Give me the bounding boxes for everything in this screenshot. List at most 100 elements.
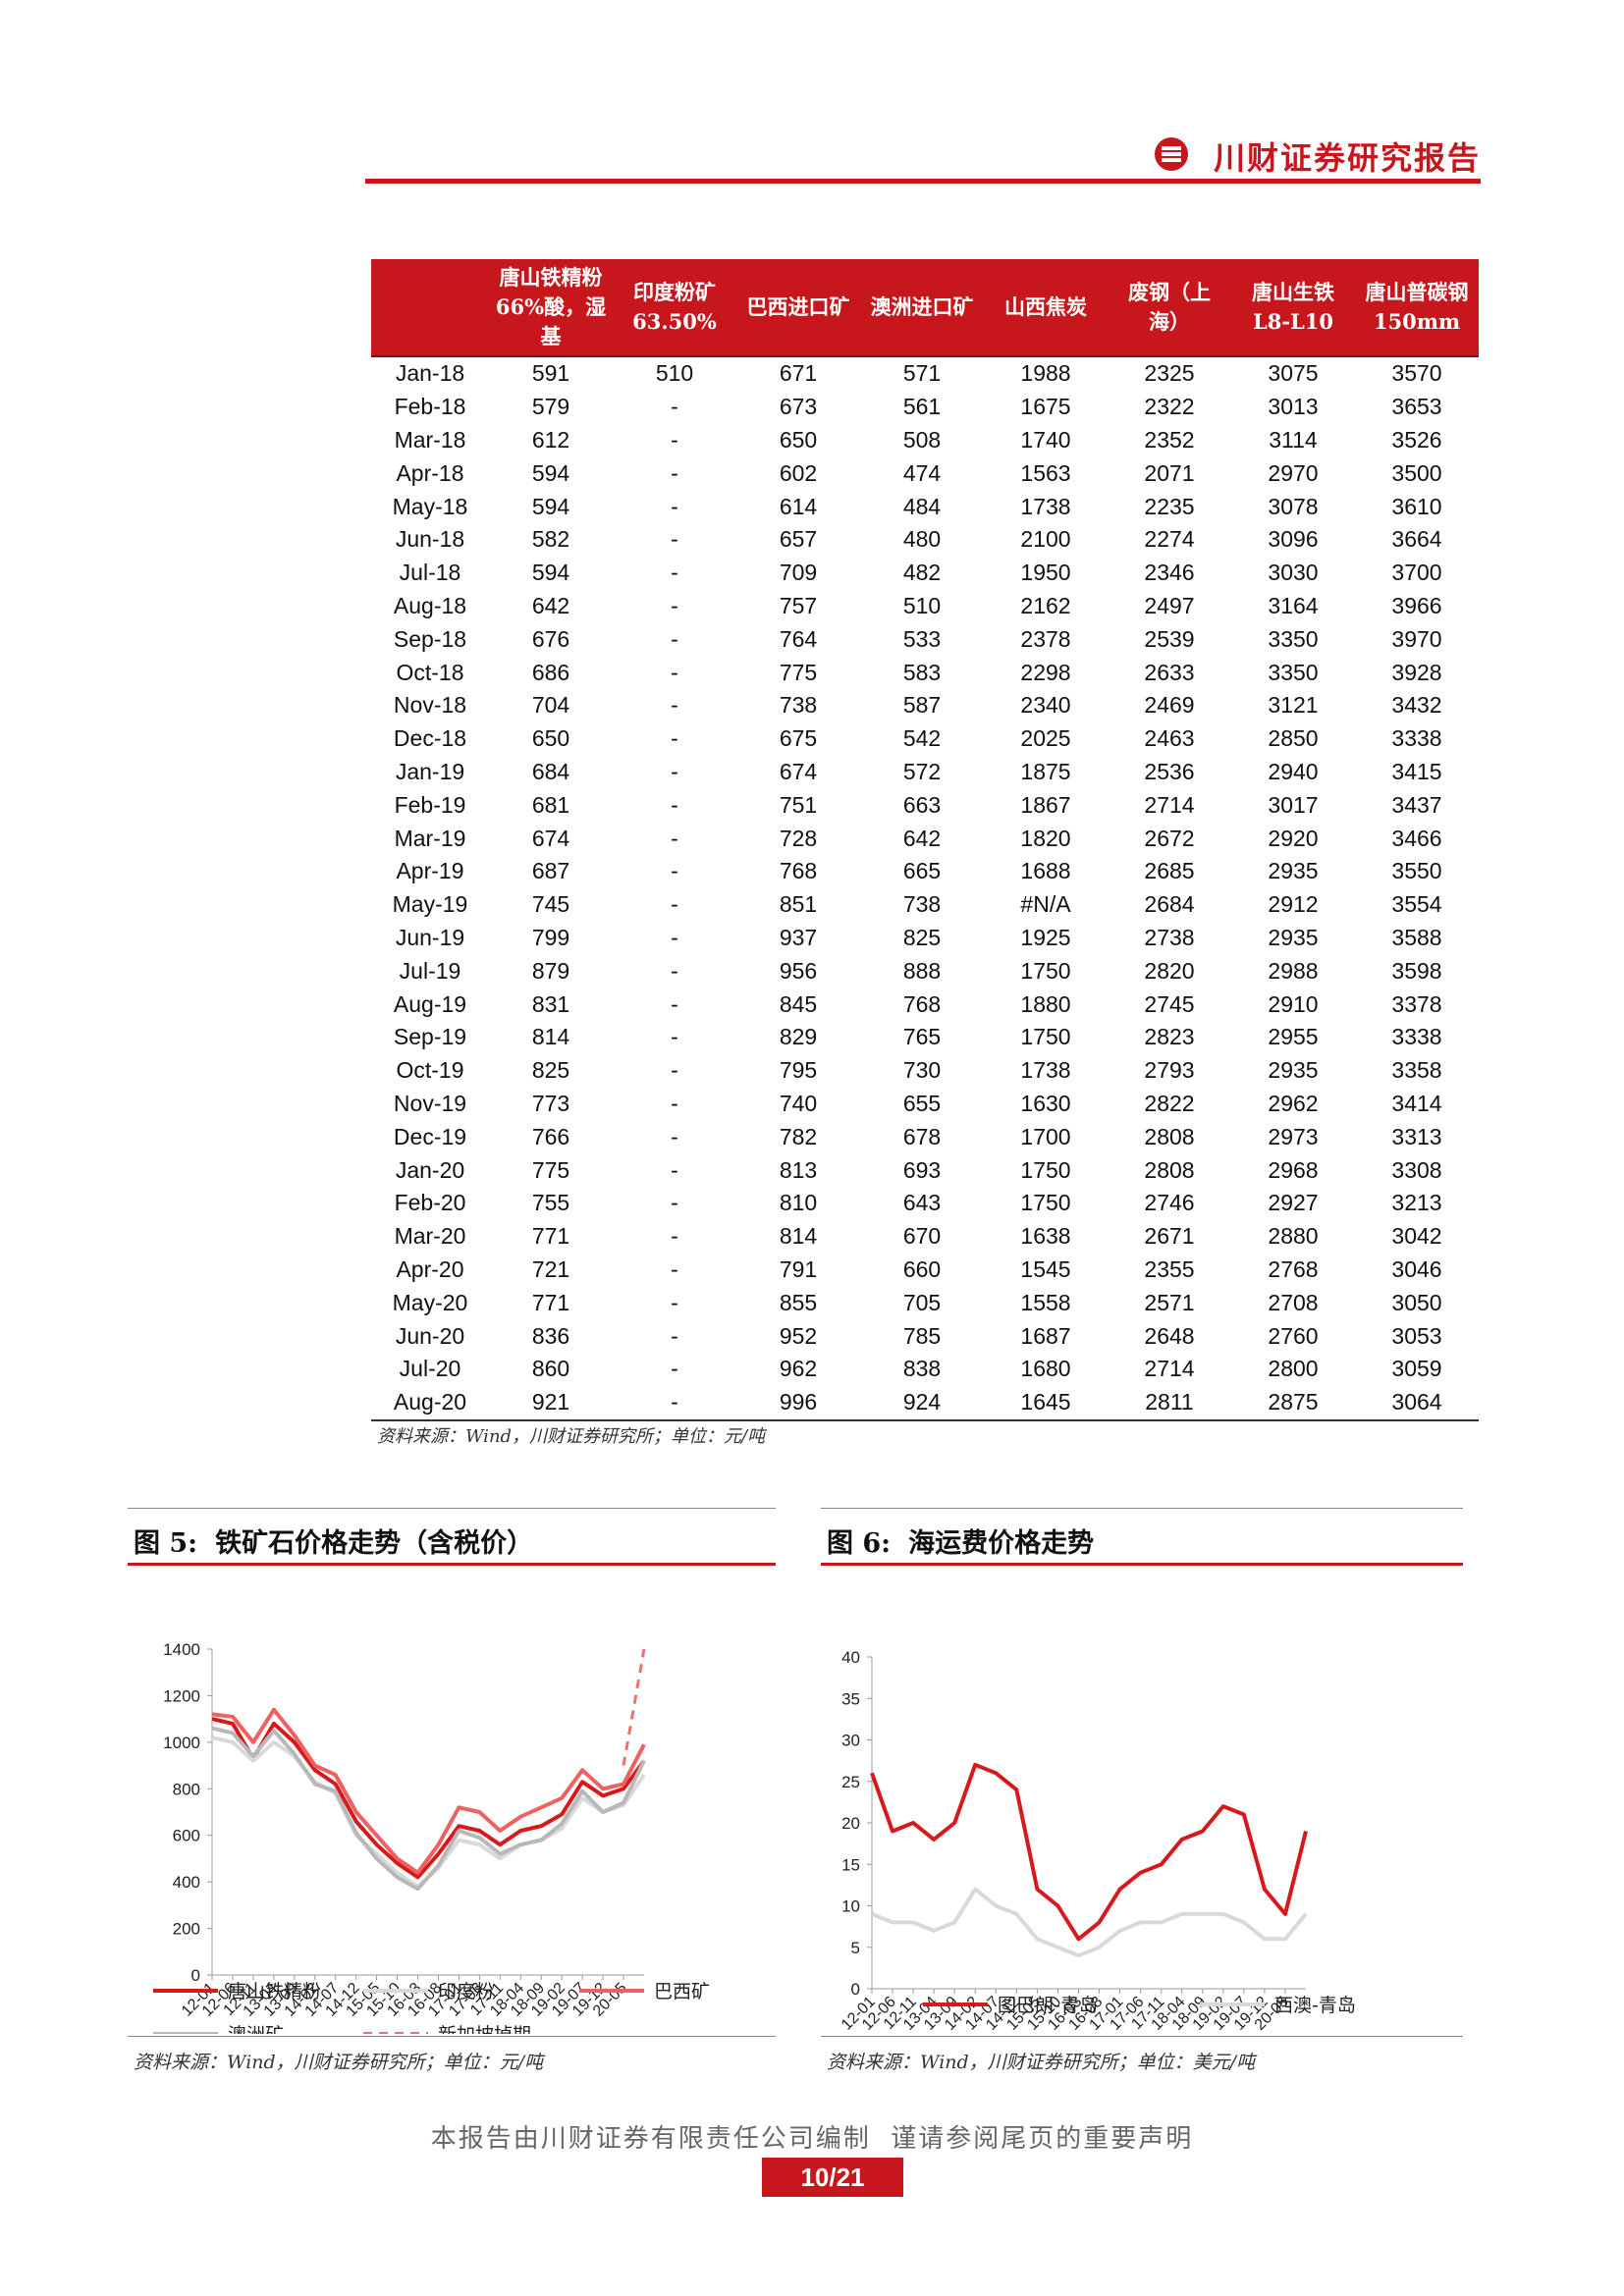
table-cell: - — [671, 526, 678, 553]
table-cell: - — [671, 592, 678, 618]
table-cell: 2352 — [1144, 426, 1195, 453]
figure-bottom-rule — [821, 2036, 1463, 2037]
table-cell: 704 — [531, 692, 570, 719]
table-cell: 2672 — [1144, 825, 1195, 851]
table-cell: 2935 — [1268, 1057, 1319, 1084]
table-cell: 2497 — [1144, 592, 1195, 618]
table-cell: 681 — [531, 791, 570, 818]
table-cell: 996 — [736, 1385, 860, 1421]
table-cell: 1750 — [1020, 1190, 1071, 1216]
table-cell: 952 — [779, 1322, 818, 1349]
row-label-cell: Jan-19 — [395, 758, 465, 784]
table-cell: 782 — [779, 1123, 818, 1149]
table-cell: - — [671, 659, 678, 685]
table-cell: 1645 — [984, 1385, 1108, 1421]
table-cell: 2100 — [1020, 526, 1071, 553]
table-row: Sep-18 676 - 764 533 2378 2539 3350 3970 — [371, 622, 1479, 656]
table-row: Jun-18 582 - 657 480 2100 2274 3096 3664 — [371, 523, 1479, 557]
table-cell: 2880 — [1268, 1223, 1319, 1250]
table-cell: 655 — [902, 1090, 942, 1116]
freight-price-chart: 051015202530354012-0112-0612-1113-0413-0… — [839, 1648, 1356, 2034]
report-title: 川财证券研究报告 — [1213, 139, 1481, 177]
table-row: Mar-20 771 - 814 670 1638 2671 2880 3042 — [371, 1220, 1479, 1254]
table-cell: 2536 — [1144, 758, 1195, 784]
table-row: Jan-20 775 - 813 693 1750 2808 2968 3308 — [371, 1153, 1479, 1187]
table-cell: 650 — [531, 725, 570, 752]
table-cell: 771 — [531, 1289, 570, 1315]
table-cell: 474 — [902, 459, 942, 486]
table-cell: 799 — [531, 924, 570, 950]
table-cell: 3554 — [1391, 891, 1442, 918]
table-cell: 674 — [779, 758, 818, 784]
y-tick-label: 15 — [841, 1855, 860, 1874]
table-cell: 766 — [531, 1123, 570, 1149]
table-cell: 1820 — [1020, 825, 1071, 851]
table-cell: - — [671, 1090, 678, 1116]
table-row: Apr-20 721 - 791 660 1545 2355 2768 3046 — [371, 1254, 1479, 1287]
figure-title-rule — [821, 1563, 1463, 1566]
table-cell: 2808 — [1144, 1156, 1195, 1183]
table-cell: 921 — [489, 1385, 613, 1421]
table-row: Feb-19 681 - 751 663 1867 2714 3017 3437 — [371, 788, 1479, 822]
table-cell: 643 — [902, 1190, 942, 1216]
table-cell: 684 — [531, 758, 570, 784]
table-cell: 2822 — [1144, 1090, 1195, 1116]
table-cell: 838 — [902, 1356, 942, 1382]
table-cell: 825 — [531, 1057, 570, 1084]
table-cell: 738 — [902, 891, 942, 918]
table-cell: 3664 — [1391, 526, 1442, 553]
figure-top-rule — [128, 1508, 776, 1509]
y-tick-label: 400 — [173, 1873, 200, 1892]
table-cell: 764 — [779, 625, 818, 652]
table-cell: 480 — [902, 526, 942, 553]
figure-5-title: 图 5: 铁矿石价格走势（含税价） — [134, 1522, 533, 1560]
table-cell: 542 — [902, 725, 942, 752]
table-cell: 709 — [779, 560, 818, 586]
figure-6-source: 资料来源：Wind，川财证券研究所；单位：美元/吨 — [827, 2052, 1256, 2073]
table-cell: 678 — [902, 1123, 942, 1149]
table-cell: 1925 — [1020, 924, 1071, 950]
row-label-cell: Nov-18 — [393, 692, 467, 719]
table-cell: 771 — [531, 1223, 570, 1250]
table-cell: 3338 — [1391, 725, 1442, 752]
table-cell: - — [671, 791, 678, 818]
table-cell: 879 — [531, 957, 570, 984]
table-cell: 3700 — [1391, 560, 1442, 586]
table-cell: 657 — [779, 526, 818, 553]
table-cell: - — [671, 1123, 678, 1149]
legend-label: 澳洲矿 — [228, 2024, 284, 2034]
table-cell: 1738 — [1020, 1057, 1071, 1084]
row-label-cell: May-19 — [392, 891, 468, 918]
table-cell: 795 — [779, 1057, 818, 1084]
table-cell: 1675 — [1020, 394, 1071, 420]
row-label-cell: Dec-19 — [393, 1123, 467, 1149]
table-cell: 2235 — [1144, 493, 1195, 519]
table-cell: 2714 — [1144, 791, 1195, 818]
table-cell: 757 — [779, 592, 818, 618]
table-cell: 888 — [902, 957, 942, 984]
figure-number: 图 6: — [827, 1528, 892, 1559]
table-cell: 3414 — [1391, 1090, 1442, 1116]
table-row: Sep-19 814 - 829 765 1750 2823 2955 3338 — [371, 1021, 1479, 1054]
table-cell: 1687 — [1020, 1322, 1071, 1349]
table-cell: 3046 — [1391, 1255, 1442, 1282]
table-cell: 3050 — [1391, 1289, 1442, 1315]
table-row: Jun-19 799 - 937 825 1925 2738 2935 3588 — [371, 922, 1479, 955]
table-cell: 860 — [531, 1356, 570, 1382]
table-cell: 730 — [902, 1057, 942, 1084]
table-cell: - — [671, 692, 678, 719]
header-cell-blank — [371, 259, 489, 356]
table-cell: - — [671, 990, 678, 1017]
row-label-cell: Mar-19 — [394, 825, 466, 851]
table-cell: 2920 — [1268, 825, 1319, 851]
table-cell: 1988 — [1020, 360, 1071, 387]
table-cell: 594 — [531, 493, 570, 519]
table-cell: 2684 — [1144, 891, 1195, 918]
table-row: Oct-19 825 - 795 730 1738 2793 2935 3358 — [371, 1054, 1479, 1088]
table-row: Jan-18 591 510 671 571 1988 2325 3075 3570 — [371, 356, 1479, 391]
table-cell: 775 — [779, 659, 818, 685]
table-cell: - — [671, 858, 678, 884]
table-cell: 765 — [902, 1024, 942, 1050]
column-header: 山西焦炭 — [984, 259, 1108, 356]
table-row: May-19 745 - 851 738 #N/A 2684 2912 3554 — [371, 888, 1479, 922]
